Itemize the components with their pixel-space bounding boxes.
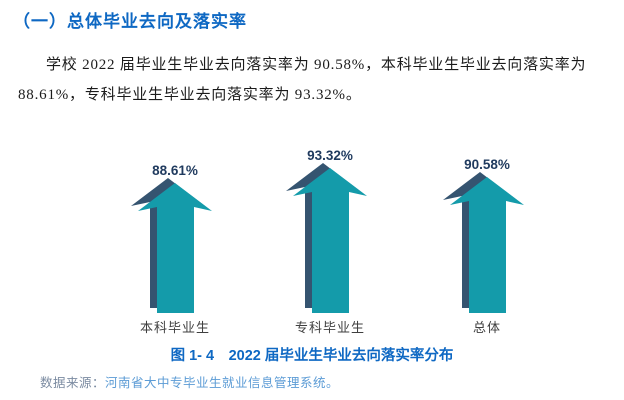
arrow-value-label: 90.58% bbox=[464, 157, 510, 172]
up-arrow-icon bbox=[131, 178, 212, 313]
data-source-label: 数据来源： bbox=[40, 376, 106, 390]
section-heading: （一）总体毕业去向及落实率 bbox=[13, 12, 247, 31]
data-source-text: 河南省大中专毕业生就业信息管理系统。 bbox=[105, 376, 340, 390]
arrow-category-label: 本科毕业生 bbox=[139, 320, 210, 335]
up-arrow-icon bbox=[443, 172, 524, 313]
arrow-category-label: 专科毕业生 bbox=[294, 320, 365, 335]
figure-caption: 图 1- 4 2022 届毕业生毕业去向落实率分布 bbox=[170, 348, 454, 364]
arrow-category-label: 总体 bbox=[472, 320, 501, 335]
paragraph-line-2: 88.61%，专科毕业生毕业去向落实率为 93.32%。 bbox=[18, 87, 362, 103]
body-paragraph: 学校 2022 届毕业生毕业去向落实率为 90.58%，本科毕业生毕业去向落实率… bbox=[18, 50, 612, 110]
arrow-value-label: 88.61% bbox=[152, 163, 198, 178]
arrow-value-label: 93.32% bbox=[307, 148, 353, 163]
up-arrow-icon bbox=[286, 163, 367, 313]
paragraph-line-1: 学校 2022 届毕业生毕业去向落实率为 90.58%，本科毕业生毕业去向落实率… bbox=[46, 57, 587, 73]
data-source-line: 数据来源：河南省大中专毕业生就业信息管理系统。 bbox=[40, 372, 339, 391]
